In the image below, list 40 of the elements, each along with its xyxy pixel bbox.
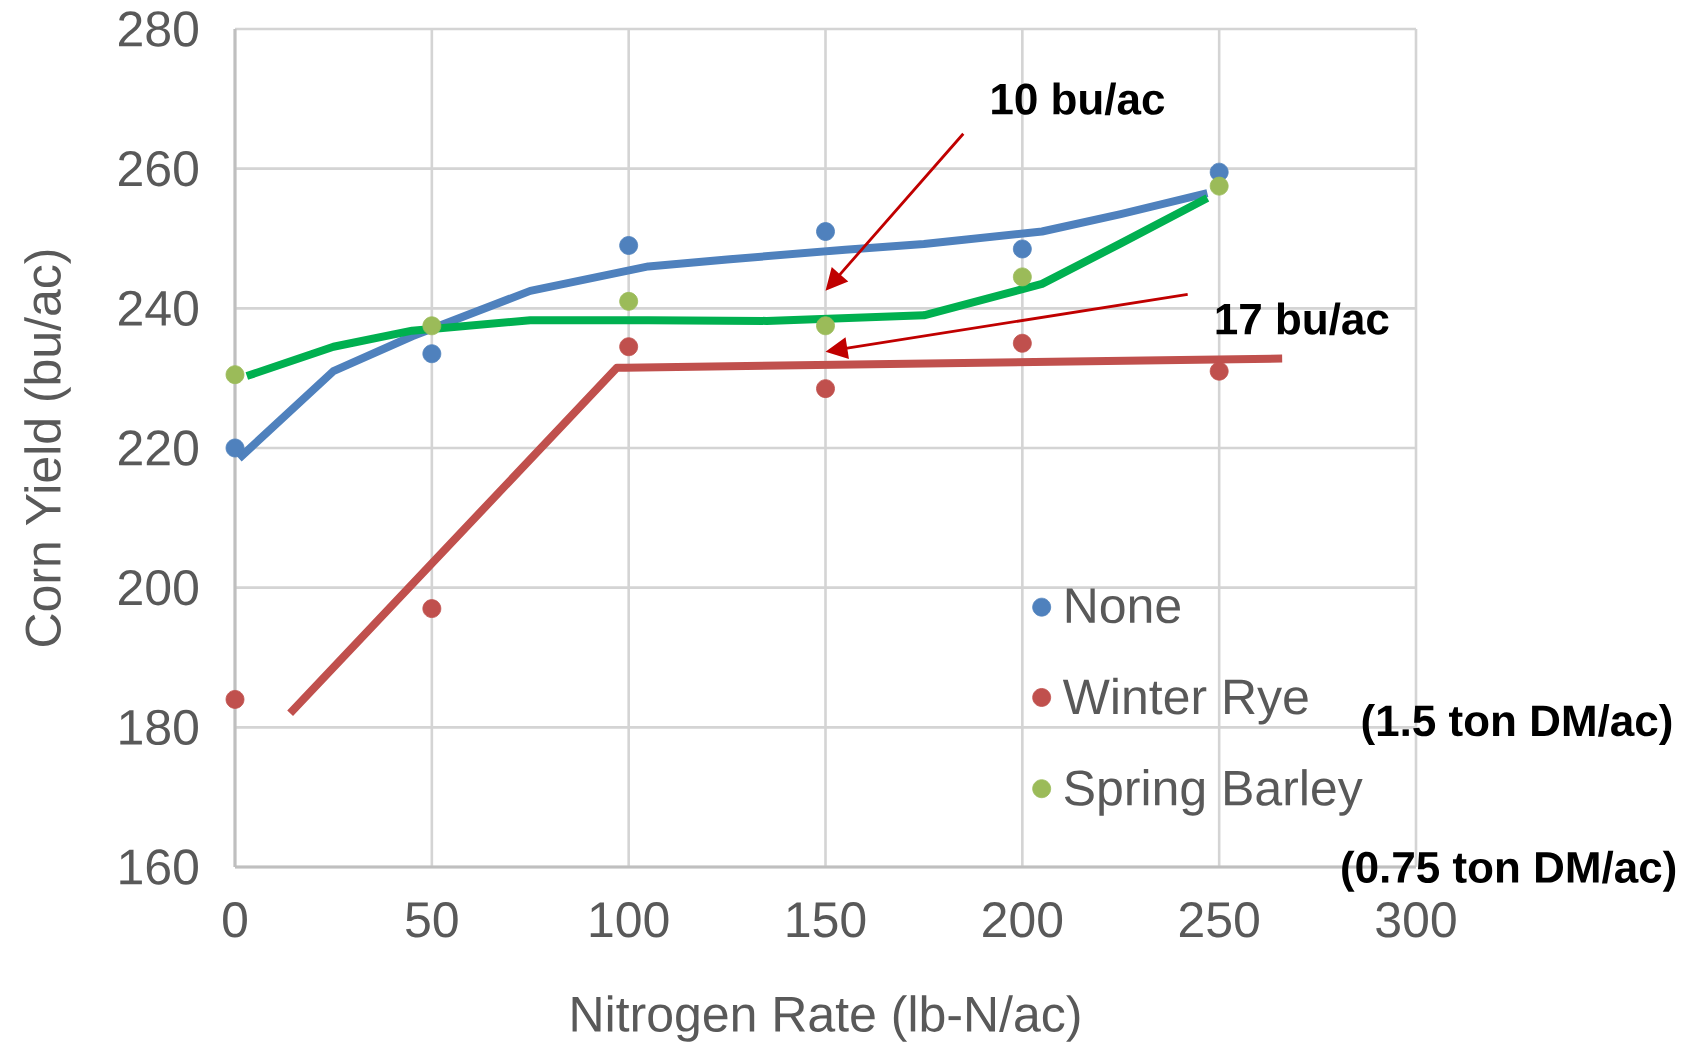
y-tick-label: 220 xyxy=(119,430,198,466)
annotation: 10 bu/ac xyxy=(992,82,1165,116)
annotation: (0.75 ton DM/ac) xyxy=(1342,850,1676,892)
point xyxy=(422,599,442,619)
point xyxy=(422,316,442,336)
annotation: 17 bu/ac xyxy=(1216,302,1389,336)
y-tick-label: 200 xyxy=(119,569,198,606)
legend-label: Winter Rye xyxy=(1062,677,1308,725)
y-tick-label: 280 xyxy=(119,11,198,47)
point xyxy=(816,316,835,336)
point xyxy=(422,344,442,364)
legend-label: Spring Barley xyxy=(1064,769,1363,816)
point xyxy=(619,291,639,311)
x-tick-label: 50 xyxy=(406,902,458,938)
point xyxy=(816,379,835,399)
x-tick-label: 200 xyxy=(983,902,1063,938)
y-axis-title: Corn Yield (bu/ac) xyxy=(24,250,71,647)
point xyxy=(225,690,245,709)
y-tick-label: 260 xyxy=(119,150,198,187)
y-tick-label: 240 xyxy=(119,290,198,327)
y-tick-label: 180 xyxy=(120,709,198,746)
point xyxy=(1012,239,1032,259)
point xyxy=(1209,176,1229,196)
y-tick-label: 160 xyxy=(120,849,198,885)
point xyxy=(1209,361,1229,381)
x-axis-title: Nitrogen Rate (lb-N/ac) xyxy=(572,995,1080,1042)
point xyxy=(619,236,639,255)
x-tick-label: 150 xyxy=(787,902,866,938)
x-tick-label: 0 xyxy=(223,902,247,938)
point xyxy=(225,365,245,385)
x-tick-label: 300 xyxy=(1376,902,1456,938)
point xyxy=(225,438,245,458)
x-tick-label: 100 xyxy=(590,902,669,938)
point xyxy=(619,337,639,357)
point xyxy=(1012,333,1032,353)
point xyxy=(1012,267,1032,287)
annotation: (1.5 ton DM/ac) xyxy=(1362,704,1672,746)
x-tick-label: 250 xyxy=(1179,902,1259,938)
point xyxy=(816,222,835,241)
legend-label: None xyxy=(1066,588,1180,624)
